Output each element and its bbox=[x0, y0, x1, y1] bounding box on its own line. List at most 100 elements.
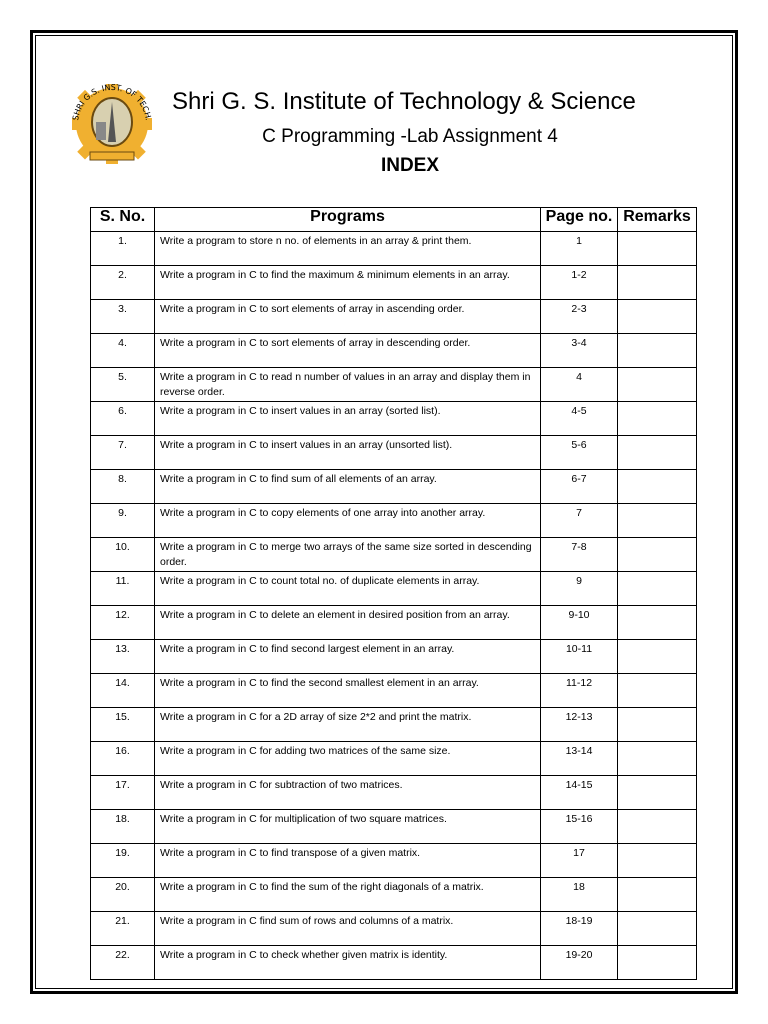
remarks-cell bbox=[617, 333, 697, 368]
serial-number-cell: 13. bbox=[90, 639, 155, 674]
remarks-cell bbox=[617, 707, 697, 742]
program-cell: Write a program in C to find the second … bbox=[154, 673, 541, 708]
page-number-cell: 11-12 bbox=[540, 673, 618, 708]
serial-number-cell: 8. bbox=[90, 469, 155, 504]
program-cell: Write a program in C to insert values in… bbox=[154, 401, 541, 436]
program-cell: Write a program in C to copy elements of… bbox=[154, 503, 541, 538]
page-number-cell: 9 bbox=[540, 571, 618, 606]
page-border bbox=[30, 30, 738, 994]
page-number-cell: 14-15 bbox=[540, 775, 618, 810]
page-number-cell: 1 bbox=[540, 231, 618, 266]
program-cell: Write a program in C to find transpose o… bbox=[154, 843, 541, 878]
institute-logo: SHRI G.S. INST. OF TECH. & SCIENCE bbox=[60, 76, 153, 164]
table-row: 10. Write a program in C to merge two arr… bbox=[90, 537, 697, 572]
column-header-page: Page no. bbox=[540, 207, 618, 232]
program-cell: Write a program in C to merge two arrays… bbox=[154, 537, 541, 572]
program-cell: Write a program in C to read n number of… bbox=[154, 367, 541, 402]
remarks-cell bbox=[617, 367, 697, 402]
remarks-cell bbox=[617, 741, 697, 776]
page-number-cell: 9-10 bbox=[540, 605, 618, 640]
page-number-cell: 18-19 bbox=[540, 911, 618, 946]
remarks-cell bbox=[617, 231, 697, 266]
table-row: 22. Write a program in C to check whether… bbox=[90, 945, 697, 980]
table-row: 12. Write a program in C to delete an ele… bbox=[90, 605, 697, 640]
remarks-cell bbox=[617, 265, 697, 300]
serial-number-cell: 20. bbox=[90, 877, 155, 912]
table-row: 13. Write a program in C to find second l… bbox=[90, 639, 697, 674]
table-row: 3. Write a program in C to sort elements … bbox=[90, 299, 697, 334]
page-number-cell: 4 bbox=[540, 367, 618, 402]
serial-number-cell: 22. bbox=[90, 945, 155, 980]
table-header-row: S. No. Programs Page no. Remarks bbox=[90, 207, 697, 232]
remarks-cell bbox=[617, 843, 697, 878]
table-row: 14. Write a program in C to find the seco… bbox=[90, 673, 697, 708]
serial-number-cell: 18. bbox=[90, 809, 155, 844]
program-cell: Write a program in C to sort elements of… bbox=[154, 333, 541, 368]
table-row: 2. Write a program in C to find the maxim… bbox=[90, 265, 697, 300]
remarks-cell bbox=[617, 673, 697, 708]
serial-number-cell: 12. bbox=[90, 605, 155, 640]
remarks-cell bbox=[617, 537, 697, 572]
table-row: 19. Write a program in C to find transpos… bbox=[90, 843, 697, 878]
table-row: 18. Write a program in C for multiplicati… bbox=[90, 809, 697, 844]
page-number-cell: 18 bbox=[540, 877, 618, 912]
page-number-cell: 17 bbox=[540, 843, 618, 878]
program-cell: Write a program in C to insert values in… bbox=[154, 435, 541, 470]
remarks-cell bbox=[617, 809, 697, 844]
page-number-cell: 10-11 bbox=[540, 639, 618, 674]
table-row: 16. Write a program in C for adding two m… bbox=[90, 741, 697, 776]
serial-number-cell: 14. bbox=[90, 673, 155, 708]
remarks-cell bbox=[617, 605, 697, 640]
table-row: 6. Write a program in C to insert values … bbox=[90, 401, 697, 436]
program-cell: Write a program in C for multiplication … bbox=[154, 809, 541, 844]
table-row: 8. Write a program in C to find sum of al… bbox=[90, 469, 697, 504]
page-number-cell: 7-8 bbox=[540, 537, 618, 572]
page-number-cell: 5-6 bbox=[540, 435, 618, 470]
serial-number-cell: 19. bbox=[90, 843, 155, 878]
page-number-cell: 19-20 bbox=[540, 945, 618, 980]
page-number-cell: 7 bbox=[540, 503, 618, 538]
serial-number-cell: 3. bbox=[90, 299, 155, 334]
index-table: S. No. Programs Page no. Remarks 1. Write… bbox=[90, 207, 697, 980]
table-row: 7. Write a program in C to insert values … bbox=[90, 435, 697, 470]
table-row: 4. Write a program in C to sort elements … bbox=[90, 333, 697, 368]
program-cell: Write a program in C to count total no. … bbox=[154, 571, 541, 606]
serial-number-cell: 2. bbox=[90, 265, 155, 300]
program-cell: Write a program in C to check whether gi… bbox=[154, 945, 541, 980]
page-number-cell: 12-13 bbox=[540, 707, 618, 742]
program-cell: Write a program to store n no. of elemen… bbox=[154, 231, 541, 266]
page-number-cell: 15-16 bbox=[540, 809, 618, 844]
remarks-cell bbox=[617, 639, 697, 674]
page-number-cell: 6-7 bbox=[540, 469, 618, 504]
remarks-cell bbox=[617, 401, 697, 436]
program-cell: Write a program in C for adding two matr… bbox=[154, 741, 541, 776]
institute-title: Shri G. S. Institute of Technology & Sci… bbox=[172, 88, 636, 115]
program-cell: Write a program in C to find second larg… bbox=[154, 639, 541, 674]
serial-number-cell: 10. bbox=[90, 537, 155, 572]
serial-number-cell: 7. bbox=[90, 435, 155, 470]
remarks-cell bbox=[617, 945, 697, 980]
table-row: 5. Write a program in C to read n number … bbox=[90, 367, 697, 402]
serial-number-cell: 16. bbox=[90, 741, 155, 776]
remarks-cell bbox=[617, 503, 697, 538]
program-cell: Write a program in C find sum of rows an… bbox=[154, 911, 541, 946]
program-cell: Write a program in C to sort elements of… bbox=[154, 299, 541, 334]
remarks-cell bbox=[617, 775, 697, 810]
serial-number-cell: 4. bbox=[90, 333, 155, 368]
column-header-sno: S. No. bbox=[90, 207, 155, 232]
page-number-cell: 4-5 bbox=[540, 401, 618, 436]
column-header-programs: Programs bbox=[154, 207, 541, 232]
table-row: 11. Write a program in C to count total n… bbox=[90, 571, 697, 606]
program-cell: Write a program in C to delete an elemen… bbox=[154, 605, 541, 640]
page-border-inner bbox=[35, 35, 733, 989]
table-row: 21. Write a program in C find sum of rows… bbox=[90, 911, 697, 946]
remarks-cell bbox=[617, 911, 697, 946]
remarks-cell bbox=[617, 877, 697, 912]
page-number-cell: 3-4 bbox=[540, 333, 618, 368]
serial-number-cell: 21. bbox=[90, 911, 155, 946]
remarks-cell bbox=[617, 469, 697, 504]
table-row: 17. Write a program in C for subtraction … bbox=[90, 775, 697, 810]
index-heading: INDEX bbox=[380, 155, 440, 176]
serial-number-cell: 11. bbox=[90, 571, 155, 606]
assignment-subtitle: C Programming -Lab Assignment 4 bbox=[262, 126, 558, 147]
